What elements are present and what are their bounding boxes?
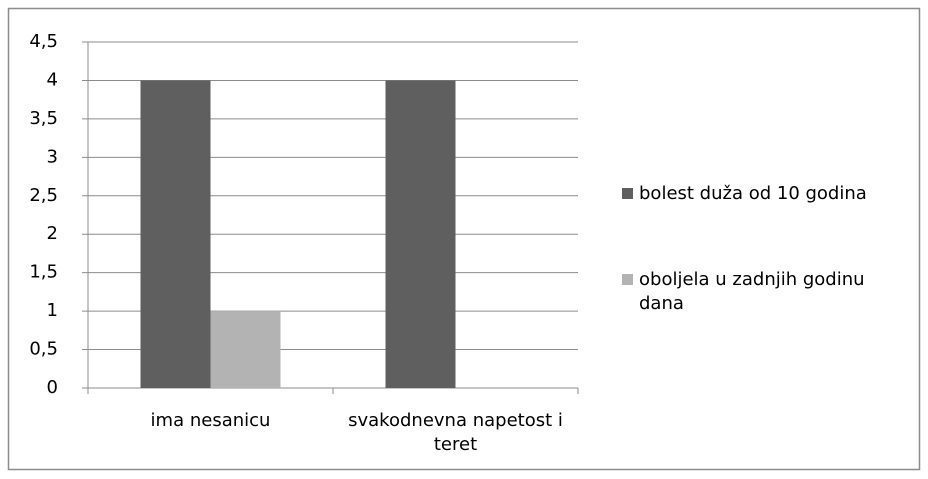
- y-tick-label: 1,5: [29, 262, 58, 283]
- x-tick-label: svakodnevna napetost i teret: [348, 410, 563, 455]
- legend-swatch: [622, 188, 633, 199]
- y-tick-label: 0: [47, 377, 58, 398]
- legend-swatch: [622, 274, 633, 285]
- legend-item: oboljela u zadnjih godinu dana: [622, 268, 912, 316]
- y-tick-label: 4,5: [29, 31, 58, 52]
- bar: [210, 311, 281, 388]
- legend-item: bolest duža od 10 godina: [622, 182, 912, 206]
- y-tick-label: 2,5: [29, 185, 58, 206]
- legend-label: bolest duža od 10 godina: [639, 183, 867, 204]
- y-tick-label: 4: [47, 69, 58, 90]
- bar: [140, 80, 211, 388]
- bar: [385, 80, 456, 388]
- y-tick-label: 3: [47, 146, 58, 167]
- legend-label: oboljela u zadnjih godinu dana: [639, 269, 865, 314]
- y-tick-label: 3,5: [29, 108, 58, 129]
- x-tick-label: ima nesanicu: [150, 410, 271, 431]
- y-tick-label: 2: [47, 223, 58, 244]
- y-tick-label: 1: [47, 300, 58, 321]
- y-tick-label: 0,5: [29, 339, 58, 360]
